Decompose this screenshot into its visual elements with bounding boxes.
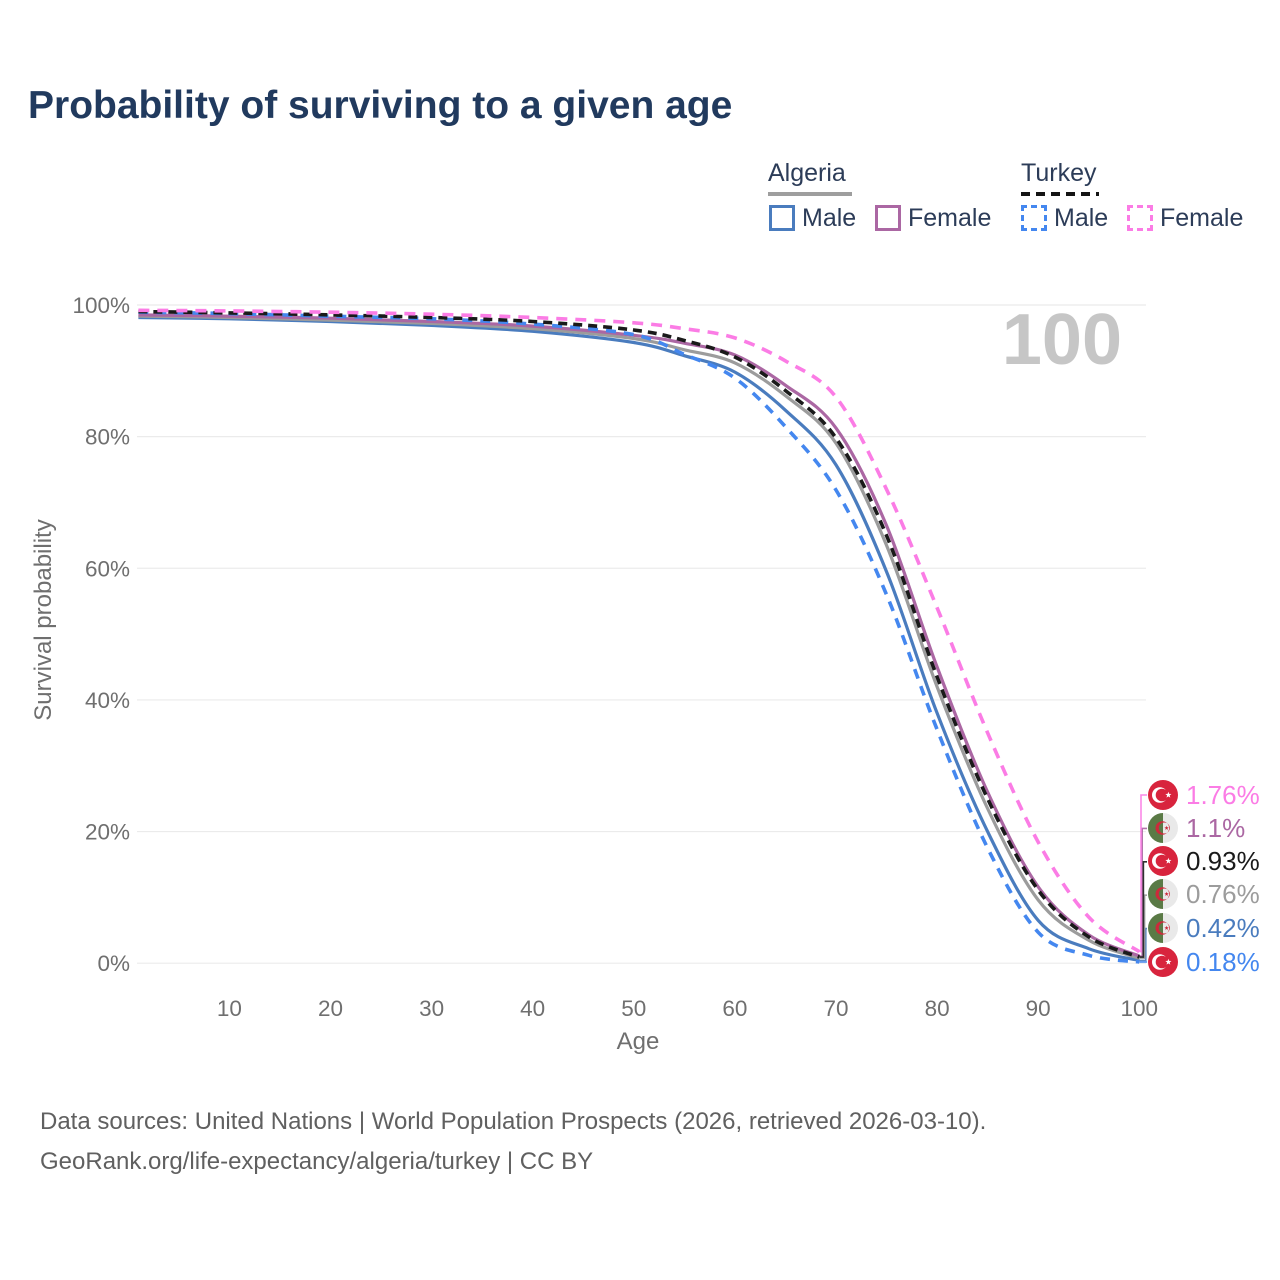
algeria-female-swatch-icon	[875, 205, 901, 231]
x-tick-label: 60	[722, 996, 747, 1021]
legend-item-turkey-male[interactable]: Male	[1021, 203, 1108, 233]
x-tick-label: 10	[217, 996, 242, 1021]
data-sources-line: Data sources: United Nations | World Pop…	[40, 1108, 987, 1135]
curve-turkey_total[interactable]	[138, 309, 1140, 959]
curve-turkey_female[interactable]	[138, 308, 1141, 954]
turkey-flag-icon	[1148, 846, 1178, 876]
end-value: 1.76%	[1186, 779, 1260, 810]
connector-algeria_male	[1139, 927, 1147, 962]
page-title: Probability of surviving to a given age	[28, 84, 733, 127]
end-label-algeria-total: 0.76%	[1148, 879, 1260, 909]
end-label-algeria-male: 0.42%	[1148, 913, 1260, 943]
algeria-male-swatch-icon	[769, 205, 795, 231]
legend-item-algeria-female[interactable]: Female	[875, 203, 991, 233]
attribution-line: GeoRank.org/life-expectancy/algeria/turk…	[40, 1148, 594, 1175]
connector-algeria_female	[1139, 827, 1147, 957]
x-axis-title: Age	[616, 1028, 660, 1055]
legend-item-algeria-male[interactable]: Male	[769, 203, 856, 233]
turkey-male-swatch-icon	[1021, 205, 1047, 231]
legend-group-turkey: Turkey	[1021, 159, 1097, 187]
y-tick-label: 40%	[85, 688, 130, 713]
turkey-line-style-sample	[1021, 192, 1099, 196]
end-label-turkey-female: 1.76%	[1148, 780, 1260, 810]
legend-item-label: Male	[802, 203, 857, 232]
y-tick-label: 60%	[85, 556, 130, 581]
legend-item-turkey-female[interactable]: Female	[1127, 203, 1243, 233]
legend-item-label: Male	[1054, 203, 1109, 232]
age-watermark: 100	[1002, 300, 1122, 380]
x-tick-label: 20	[318, 996, 343, 1021]
algeria-flag-icon	[1148, 813, 1178, 843]
end-value: 0.93%	[1186, 845, 1260, 876]
curve-algeria_male[interactable]	[138, 315, 1140, 962]
curve-turkey_male[interactable]	[138, 310, 1140, 964]
connector-algeria_total	[1139, 894, 1147, 959]
turkey-female-swatch-icon	[1127, 205, 1153, 231]
x-tick-label: 90	[1026, 996, 1051, 1021]
legend-item-label: Female	[908, 203, 992, 232]
curve-algeria_female[interactable]	[138, 313, 1140, 958]
x-tick-label: 70	[823, 996, 848, 1021]
x-tick-label: 30	[419, 996, 444, 1021]
legend-group-algeria: Algeria	[768, 159, 846, 187]
turkey-flag-icon	[1148, 780, 1178, 810]
connector-turkey_female	[1139, 794, 1147, 953]
end-value: 0.18%	[1186, 946, 1260, 977]
end-label-algeria-female: 1.1%	[1148, 813, 1245, 843]
y-tick-label: 100%	[72, 293, 130, 318]
algeria-line-style-sample	[768, 192, 852, 196]
x-tick-label: 40	[520, 996, 545, 1021]
end-label-turkey-male: 0.18%	[1148, 947, 1260, 977]
y-tick-label: 0%	[97, 951, 130, 976]
algeria-flag-icon	[1148, 913, 1178, 943]
legend-item-label: Female	[1160, 203, 1244, 232]
x-tick-label: 50	[621, 996, 646, 1021]
y-tick-label: 20%	[85, 820, 130, 845]
connector-turkey_total	[1139, 861, 1147, 958]
x-tick-label: 80	[925, 996, 950, 1021]
end-value: 1.1%	[1186, 812, 1246, 843]
algeria-flag-icon	[1148, 879, 1178, 909]
end-value: 0.76%	[1186, 878, 1260, 909]
x-tick-label: 100	[1121, 996, 1159, 1021]
end-value: 0.42%	[1186, 912, 1260, 943]
y-tick-label: 80%	[85, 425, 130, 450]
turkey-flag-icon	[1148, 947, 1178, 977]
end-label-turkey-total: 0.93%	[1148, 846, 1260, 876]
curve-algeria_total[interactable]	[138, 314, 1140, 960]
